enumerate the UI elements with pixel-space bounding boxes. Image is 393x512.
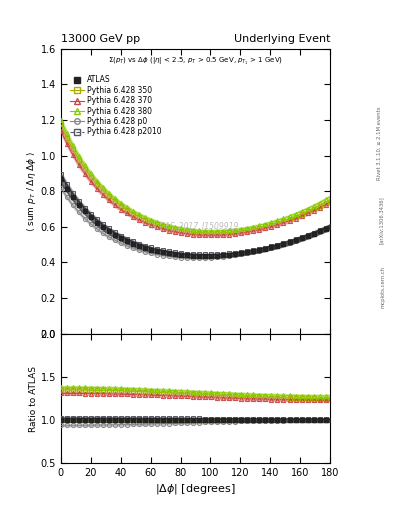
Legend: ATLAS, Pythia 6.428 350, Pythia 6.428 370, Pythia 6.428 380, Pythia 6.428 p0, Py: ATLAS, Pythia 6.428 350, Pythia 6.428 37… bbox=[68, 72, 165, 139]
Text: Underlying Event: Underlying Event bbox=[233, 33, 330, 44]
Text: mcplots.cern.ch: mcplots.cern.ch bbox=[381, 266, 386, 308]
Text: [arXiv:1306.3436]: [arXiv:1306.3436] bbox=[379, 196, 384, 244]
Text: ATLAS_2017_I1509919: ATLAS_2017_I1509919 bbox=[152, 221, 239, 230]
Y-axis label: $\langle$ sum $p_T$ / $\Delta\eta$ $\Delta\phi$ $\rangle$: $\langle$ sum $p_T$ / $\Delta\eta$ $\Del… bbox=[25, 151, 38, 232]
Text: $\Sigma(p_T)$ vs $\Delta\phi$ ($|\eta|$ < 2.5, $p_T$ > 0.5 GeV, $p_{T_1}$ > 1 Ge: $\Sigma(p_T)$ vs $\Delta\phi$ ($|\eta|$ … bbox=[108, 56, 283, 67]
Text: 13000 GeV pp: 13000 GeV pp bbox=[61, 33, 140, 44]
X-axis label: $|\Delta\phi|$ [degrees]: $|\Delta\phi|$ [degrees] bbox=[155, 482, 236, 497]
Text: Rivet 3.1.10, ≥ 2.1M events: Rivet 3.1.10, ≥ 2.1M events bbox=[377, 106, 382, 180]
Y-axis label: Ratio to ATLAS: Ratio to ATLAS bbox=[29, 366, 38, 432]
